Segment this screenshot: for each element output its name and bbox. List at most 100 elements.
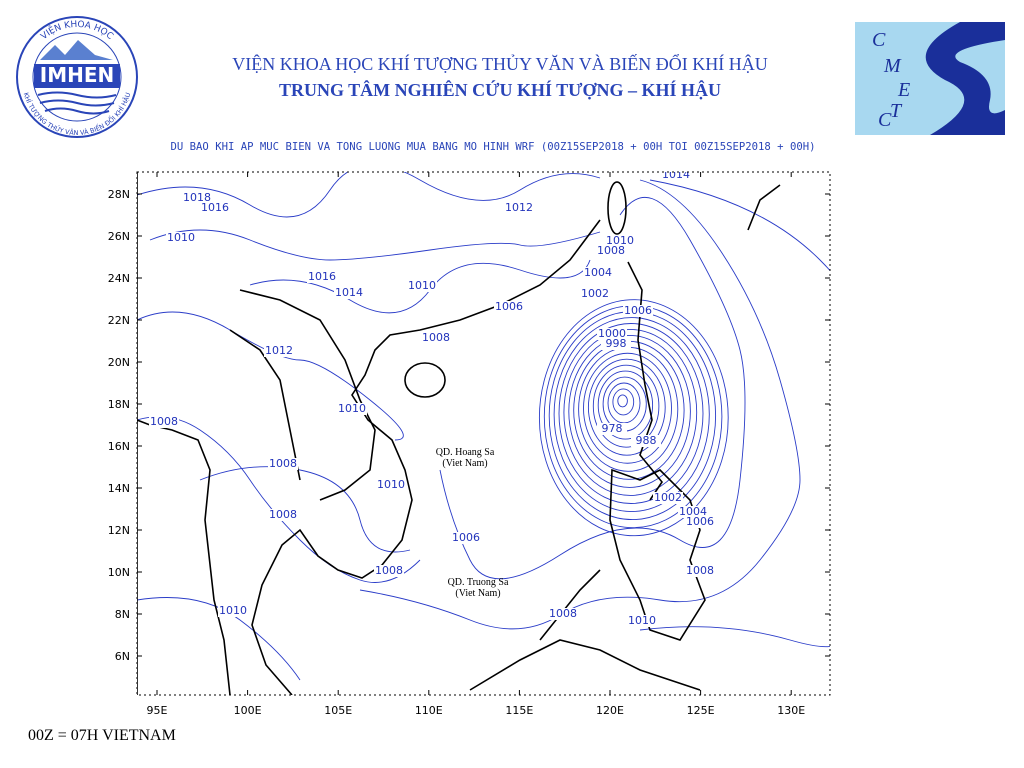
isobar-label-bg [494,301,524,313]
lon-label: 95E [147,704,168,717]
logo-letter: M [883,55,902,77]
logo-letter: C [872,29,886,51]
isobar-label: 1008 [269,457,297,470]
lon-label: 105E [324,704,352,717]
isobar-label-bg [407,280,437,292]
place-country: (Viet Nam) [442,458,487,469]
isobar-label: 1006 [624,304,652,317]
lon-label: 130E [777,704,805,717]
isobar-label-bg [374,565,404,577]
isobar-label-bg [623,305,653,317]
lat-label: 22N [108,314,130,327]
lat-label: 20N [108,356,130,369]
isobar-label: 1010 [628,614,656,627]
isobar-label-bg [268,458,298,470]
isobar-label: 1016 [201,201,229,214]
isobar-label-bg [548,608,578,620]
lat-label: 10N [108,566,130,579]
place-country: (Viet Nam) [455,588,500,599]
coastlines [137,172,781,695]
isobar [617,394,628,408]
lat-label: 26N [108,230,130,243]
isobar-label-bg [376,479,406,491]
isobar-label: 1004 [679,505,707,518]
isobar-label-bg [605,235,635,247]
isobar-label: 1002 [581,287,609,300]
isobar-label: 1014 [662,168,690,181]
lat-label: 6N [115,650,130,663]
isobar-label: 978 [602,422,623,435]
isobar-label: 1010 [606,234,634,247]
isobar-label: 1014 [335,286,363,299]
lat-label: 12N [108,524,130,537]
place-name: QD. Hoang Sa [436,447,495,458]
isobar-label: 1010 [377,478,405,491]
lat-label: 28N [108,188,130,201]
lon-label: 115E [505,704,533,717]
isobar-label-bg [661,172,691,181]
isobar-label: 1002 [654,491,682,504]
map: 1018101610101016101410121010101210141010… [108,168,831,717]
isobar [553,317,710,512]
isobar [558,323,704,504]
isobar-label-bg [166,232,196,244]
isobar-label-bg [583,267,613,279]
isobar-label-bg [678,506,708,518]
isobar-label-bg [421,332,451,344]
isobar [612,388,635,416]
isobar-label-bg [627,615,657,627]
isobar-label: 1008 [422,331,450,344]
isobar-label: 1006 [452,531,480,544]
logo-letter: E [897,79,910,101]
isobar-label-bg [596,245,626,257]
footer-note: 00Z = 07H VIETNAM [28,727,176,744]
isobar-label: 1008 [375,564,403,577]
place-name: QD. Truong Sa [448,577,509,588]
isobar [573,340,685,480]
imhen-logo: VIỆN KHOA HỌC KHÍ TƯỢNG THỦY VĂN VÀ BIẾN… [16,16,138,138]
isobar-label-bg [631,435,661,447]
isobar [563,329,698,496]
isobar-label: 1010 [338,402,366,415]
isobar-label: 1008 [150,415,178,428]
isobar [587,358,666,456]
lon-label: 100E [234,704,262,717]
isobar-label: 1004 [584,266,612,279]
lon-label: 120E [596,704,624,717]
lat-label: 8N [115,608,130,621]
isobar-label-bg [580,288,610,300]
isobar-label: 998 [606,337,627,350]
logo-letter: C [878,109,892,131]
isobar-label-bg [182,192,212,204]
isobars [137,172,830,681]
header-line1: VIỆN KHOA HỌC KHÍ TƯỢNG THỦY VĂN VÀ BIẾN… [232,53,767,74]
isobar-label: 1000 [598,327,626,340]
isobar [543,305,723,529]
isobar-label: 1010 [167,231,195,244]
isobar-label: 1006 [686,515,714,528]
lat-label: 16N [108,440,130,453]
isobar-label-bg [268,509,298,521]
logo-letter: T [890,100,903,122]
isobar-label-bg [597,328,627,340]
isobar-label: 1012 [505,201,533,214]
isobar-label-bg [334,287,364,299]
isobar-label-bg [601,338,631,350]
isobar-label-bg [264,345,294,357]
isobar-label-bg [451,532,481,544]
isobar [568,334,691,488]
logo-name: IMHEN [40,63,114,87]
isobar-label: 1012 [265,344,293,357]
isobar-label-bg [685,516,715,528]
lon-label: 110E [415,704,443,717]
isobar-label: 1010 [408,279,436,292]
isobar-label: 1008 [597,244,625,257]
lat-label: 24N [108,272,130,285]
isobar-label: 1008 [549,607,577,620]
isobar-label-bg [337,403,367,415]
isobar-label-bg [504,202,534,214]
isobar-label-bg [307,271,337,283]
isobar-label: 1018 [183,191,211,204]
